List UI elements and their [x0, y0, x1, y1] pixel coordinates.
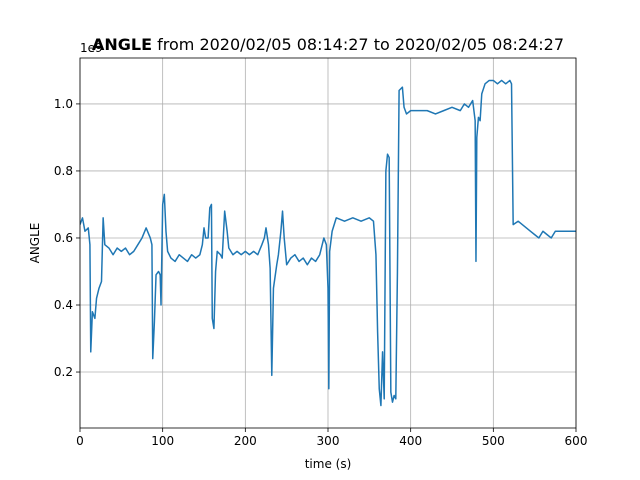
- x-tick-label: 200: [234, 434, 257, 448]
- y-tick-label: 0.2: [54, 365, 73, 379]
- title-rest: from 2020/02/05 08:14:27 to 2020/02/05 0…: [152, 35, 564, 54]
- y-tick-label: 0.4: [54, 298, 73, 312]
- y-tick-label: 1.0: [54, 97, 73, 111]
- x-tick-label: 400: [399, 434, 422, 448]
- data-line: [80, 79, 576, 407]
- x-tick-label: 0: [76, 434, 84, 448]
- title-bold: ANGLE: [92, 35, 152, 54]
- y-offset-label: 1e9: [80, 41, 103, 55]
- x-tick-label: 300: [317, 434, 340, 448]
- x-tick-label: 600: [565, 434, 588, 448]
- y-tick-label: 0.6: [54, 231, 73, 245]
- x-axis-label: time (s): [305, 457, 352, 471]
- plot-frame: [79, 57, 577, 429]
- chart-title: ANGLE from 2020/02/05 08:14:27 to 2020/0…: [92, 35, 564, 54]
- x-tick-label: 100: [151, 434, 174, 448]
- y-axis-label: ANGLE: [28, 223, 42, 264]
- y-tick-label: 0.8: [54, 164, 73, 178]
- x-tick-label: 500: [482, 434, 505, 448]
